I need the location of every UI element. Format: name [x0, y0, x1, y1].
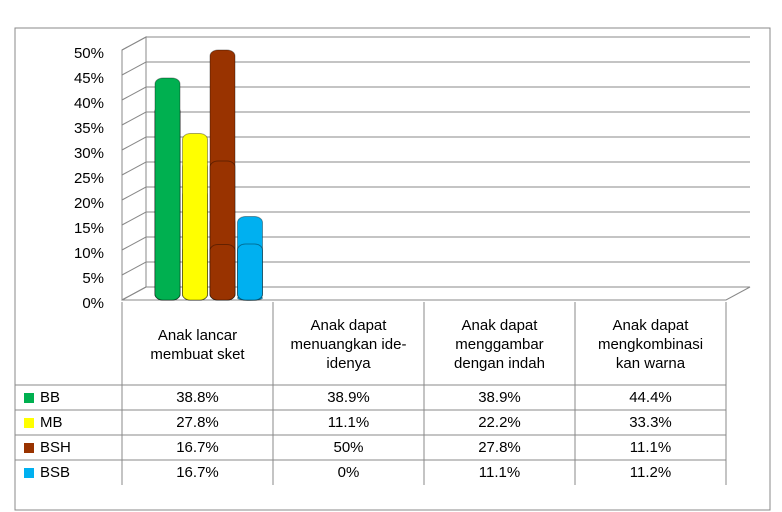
legend-label: MB	[40, 414, 63, 431]
bar	[154, 77, 181, 301]
value-label: 22.2%	[478, 414, 521, 431]
value-label: 11.1%	[629, 439, 672, 456]
value-label: 38.8%	[176, 389, 219, 406]
y-tick-label: 5%	[82, 270, 104, 287]
grid-line	[121, 286, 750, 301]
grid-line	[121, 186, 750, 201]
y-tick-label: 10%	[74, 245, 104, 262]
value-label: 11.1%	[327, 414, 370, 431]
grid-line	[121, 36, 750, 51]
value-label: 38.9%	[478, 389, 521, 406]
bar	[237, 243, 263, 301]
legend-swatch	[24, 468, 34, 478]
grid-line	[121, 261, 750, 276]
value-label: 27.8%	[478, 439, 521, 456]
value-label: 50%	[333, 439, 364, 456]
grid-line	[121, 86, 750, 101]
y-tick-label: 0%	[82, 295, 104, 312]
grid-line	[121, 161, 750, 176]
category-label: Anak dapat menuangkan ide-idenya	[290, 317, 407, 372]
legend-label: BSH	[40, 439, 71, 456]
y-tick-label: 45%	[74, 70, 104, 87]
legend-swatch	[24, 443, 34, 453]
y-tick-label: 20%	[74, 195, 104, 212]
value-label: 0%	[337, 464, 360, 481]
value-label: 44.4%	[629, 389, 672, 406]
value-label: 27.8%	[176, 414, 219, 431]
category-label: Anak dapat menggambar dengan indah	[454, 317, 545, 372]
category-label: Anak lancar membuat sket	[150, 326, 245, 363]
value-label: 11.2%	[629, 464, 672, 481]
y-tick-label: 35%	[74, 120, 104, 137]
legend-label: BSB	[40, 464, 71, 481]
y-tick-label: 40%	[74, 95, 104, 112]
y-tick-label: 50%	[74, 45, 104, 62]
value-label: 16.7%	[176, 439, 219, 456]
grid-line	[121, 111, 750, 126]
value-label: 38.9%	[327, 389, 370, 406]
value-label: 16.7%	[176, 464, 219, 481]
value-label: 11.1%	[478, 464, 521, 481]
grid-line	[121, 136, 750, 151]
grid-line	[121, 61, 750, 76]
grid-line	[121, 211, 750, 226]
chart-border	[14, 27, 771, 511]
bar	[209, 244, 236, 301]
y-tick-label: 30%	[74, 145, 104, 162]
legend-swatch	[24, 393, 34, 403]
category-label: Anak dapat mengkombinasi kan warna	[597, 317, 704, 372]
bar	[182, 133, 208, 301]
y-tick-label: 15%	[74, 220, 104, 237]
grid-line	[121, 236, 750, 251]
legend-label: BB	[40, 389, 61, 406]
legend-swatch	[24, 418, 34, 428]
value-label: 33.3%	[629, 414, 672, 431]
y-tick-label: 25%	[74, 170, 104, 187]
